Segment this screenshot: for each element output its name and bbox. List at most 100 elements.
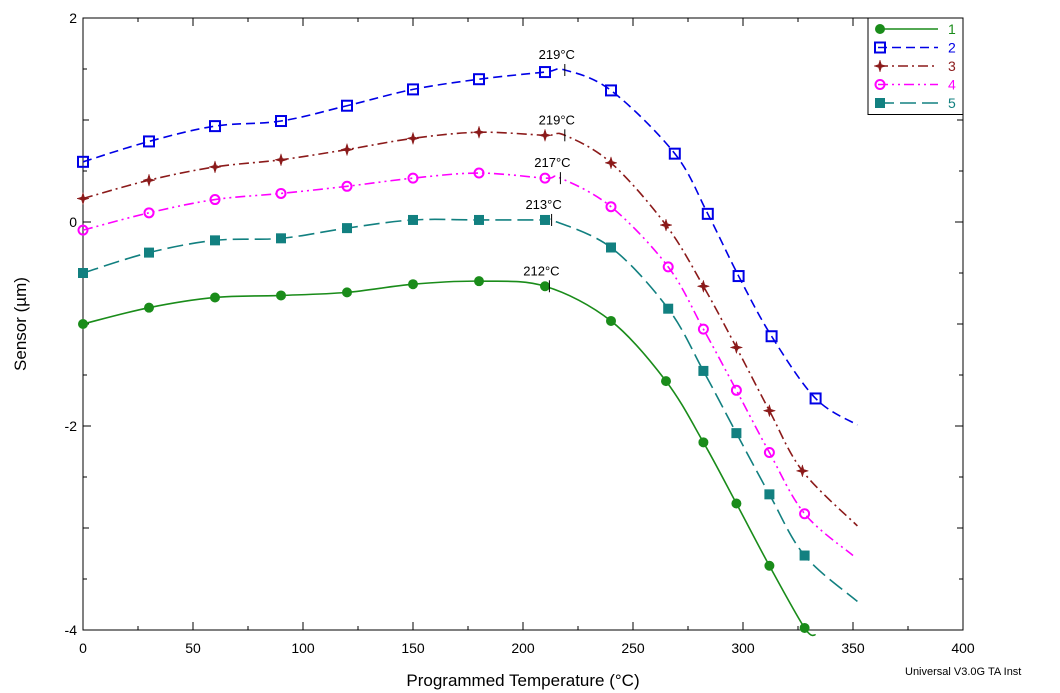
y-tick-label: -2 <box>65 418 78 434</box>
data-point-marker <box>77 155 89 168</box>
data-point-marker <box>274 152 288 167</box>
data-point-marker <box>474 276 484 287</box>
data-point-marker <box>696 279 711 294</box>
data-point-marker <box>77 224 89 236</box>
data-point-marker <box>731 428 742 439</box>
data-point-marker <box>473 73 485 86</box>
legend-label: 3 <box>948 58 956 74</box>
y-tick-label: 0 <box>69 214 77 230</box>
legend-label: 4 <box>948 77 956 93</box>
data-point-marker <box>663 303 674 314</box>
data-point-marker <box>209 194 221 206</box>
data-point-marker <box>731 498 742 509</box>
y-tick-label: 2 <box>69 10 77 26</box>
data-point-marker <box>408 279 418 290</box>
data-point-marker <box>472 125 486 140</box>
data-point-marker <box>406 131 420 146</box>
legend-label: 1 <box>948 21 956 37</box>
data-point-marker <box>408 214 418 225</box>
data-point-marker <box>701 207 714 220</box>
series-line <box>82 217 858 603</box>
data-point-marker <box>78 319 88 329</box>
data-point-marker <box>697 323 709 335</box>
data-point-marker <box>795 464 810 478</box>
chart-axes: 0 50 100 150 200 250 300 350 400 -4 -2 0 2 Programmed… <box>11 10 975 690</box>
annotation-label: 217°C <box>534 155 570 170</box>
data-point-marker <box>341 99 353 112</box>
x-tick-label: 350 <box>841 640 865 656</box>
footer-version-label: Universal V3.0G TA Inst <box>905 666 1022 678</box>
data-point-marker <box>143 135 155 148</box>
data-point-marker <box>606 242 616 253</box>
series-5 <box>78 214 858 603</box>
data-point-marker <box>473 167 485 179</box>
data-point-marker <box>763 447 775 459</box>
data-point-marker <box>698 437 709 448</box>
data-point-marker <box>799 550 810 561</box>
data-point-marker <box>342 223 352 234</box>
data-point-marker <box>661 376 671 387</box>
x-tick-label: 250 <box>621 640 645 656</box>
chart-series <box>76 66 858 637</box>
data-point-marker <box>78 268 88 278</box>
data-point-marker <box>874 79 886 90</box>
data-point-marker <box>540 214 550 225</box>
series-line <box>82 68 858 426</box>
y-axis-label: Sensor (µm) <box>11 277 30 371</box>
series-2 <box>77 66 858 426</box>
data-point-marker <box>799 622 810 633</box>
x-tick-label: 150 <box>401 640 425 656</box>
data-point-marker <box>276 233 286 244</box>
data-point-marker <box>276 290 286 301</box>
data-point-marker <box>809 392 822 405</box>
data-point-marker <box>210 292 220 303</box>
data-point-marker <box>605 84 617 97</box>
y-tick-label: -4 <box>65 622 78 638</box>
data-point-marker <box>144 302 154 313</box>
data-point-marker <box>604 155 618 170</box>
series-4 <box>77 167 854 557</box>
annotation-label: 219°C <box>539 47 575 62</box>
data-point-marker <box>210 235 220 246</box>
x-tick-label: 0 <box>79 640 87 656</box>
data-point-marker <box>209 120 221 133</box>
x-tick-label: 400 <box>951 640 975 656</box>
x-tick-label: 200 <box>511 640 535 656</box>
data-point-marker <box>762 403 777 418</box>
data-point-marker <box>698 365 709 376</box>
annotation-label: 212°C <box>523 263 559 278</box>
data-point-marker <box>732 270 745 283</box>
series-3 <box>76 125 858 527</box>
annotation-label: 213°C <box>525 197 561 212</box>
chart-annotations: 219°C 219°C 217°C 213°C 212°C <box>523 47 575 293</box>
data-point-marker <box>873 59 887 73</box>
annotation-label: 219°C <box>539 112 575 127</box>
series-line <box>82 280 817 637</box>
data-point-marker <box>144 247 154 258</box>
data-point-marker <box>764 560 775 571</box>
data-point-marker <box>142 173 156 188</box>
data-point-marker <box>407 172 419 184</box>
series-line <box>82 172 854 557</box>
data-point-marker <box>799 508 811 520</box>
data-point-marker <box>662 261 674 273</box>
data-point-marker <box>340 142 354 157</box>
data-point-marker <box>875 98 885 108</box>
series-line <box>82 131 858 527</box>
data-point-marker <box>538 128 552 143</box>
x-axis-label: Programmed Temperature (°C) <box>406 671 639 690</box>
data-point-marker <box>540 281 550 292</box>
data-point-marker <box>659 218 673 232</box>
data-point-marker <box>275 187 287 199</box>
data-point-marker <box>668 147 681 160</box>
data-point-marker <box>875 24 885 34</box>
data-point-marker <box>539 172 551 184</box>
data-point-marker <box>208 160 222 174</box>
chart-legend: 1 2 3 4 5 <box>867 17 964 115</box>
series-1 <box>78 276 817 637</box>
data-point-marker <box>605 201 617 213</box>
data-point-marker <box>275 115 287 128</box>
legend-label: 5 <box>948 95 956 111</box>
data-point-marker <box>407 83 419 96</box>
